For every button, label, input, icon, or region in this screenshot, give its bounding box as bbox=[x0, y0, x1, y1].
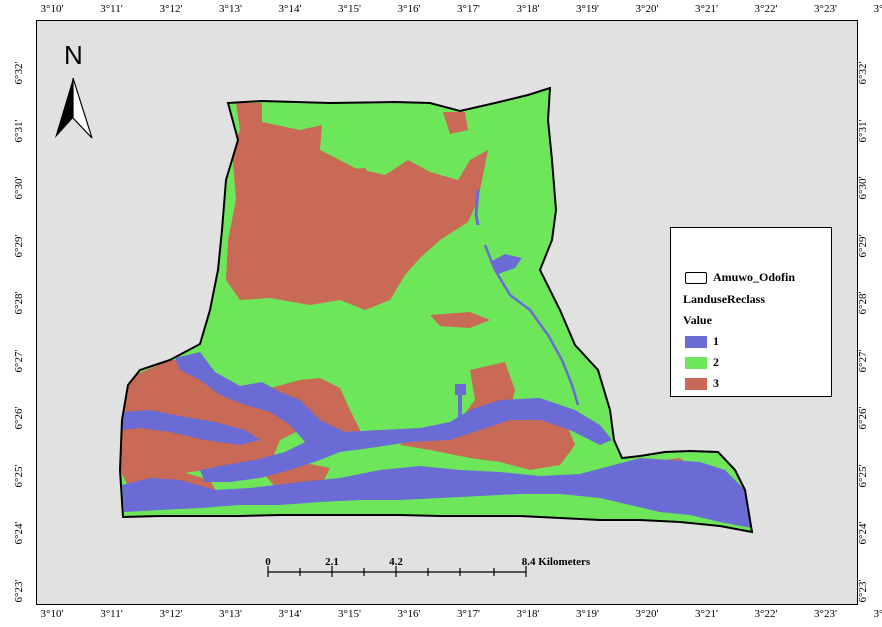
bottom-longitude-label: 3°12' bbox=[159, 608, 183, 620]
right-latitude-label: 6°28' bbox=[857, 291, 869, 315]
bottom-longitude-label: 3°22' bbox=[754, 608, 778, 620]
top-longitude-label: 3°23' bbox=[814, 3, 837, 15]
north-letter: N bbox=[64, 40, 83, 70]
scale-bar bbox=[267, 566, 527, 577]
left-latitude-label: 6°23' bbox=[13, 579, 25, 602]
top-longitude-label: 3°13' bbox=[219, 3, 242, 15]
scale-label-1: 2.1 bbox=[325, 556, 339, 568]
top-longitude-label: 3°11' bbox=[100, 3, 123, 15]
bottom-longitude-label: 3°15' bbox=[338, 608, 361, 620]
builtup-area-southwest bbox=[120, 360, 360, 490]
legend-layer-title: LanduseReclass bbox=[683, 292, 765, 307]
left-latitude-label: 6°26' bbox=[13, 406, 25, 430]
class-1-swatch bbox=[685, 335, 707, 348]
legend-class-1: 1 bbox=[685, 334, 719, 349]
creek-water bbox=[483, 244, 580, 406]
river-tributary bbox=[455, 384, 466, 420]
legend-boundary-label: Amuwo_Odofin bbox=[713, 270, 796, 284]
left-latitude-label: 6°25' bbox=[13, 464, 25, 487]
boundary-swatch bbox=[685, 271, 707, 284]
bottom-longitude-label: 3°16' bbox=[397, 608, 421, 620]
top-longitude-label: 3°14' bbox=[278, 3, 302, 15]
builtup-area-north-3 bbox=[443, 112, 468, 134]
bottom-longitude-label: 3°10' bbox=[40, 608, 64, 620]
legend-class-2: 2 bbox=[685, 355, 719, 370]
bottom-longitude-label: 3°21' bbox=[695, 608, 718, 620]
class-3-swatch bbox=[685, 377, 707, 390]
builtup-area-mid bbox=[430, 312, 490, 328]
legend-class-2-label: 2 bbox=[713, 355, 719, 369]
left-latitude-label: 6°32' bbox=[13, 61, 25, 85]
top-longitude-label: 3°12' bbox=[159, 3, 183, 15]
builtup-area-north bbox=[226, 103, 488, 310]
scale-label-3: 8.4 Kilometers bbox=[521, 556, 591, 568]
top-longitude-label: 3°16' bbox=[397, 3, 421, 15]
lagoon-channel-south bbox=[122, 458, 752, 528]
scale-label-2: 4.2 bbox=[389, 556, 403, 568]
bottom-longitude-label: 3°11' bbox=[100, 608, 123, 620]
bottom-longitude-label: 3°14' bbox=[278, 608, 302, 620]
legend-layer-title-text: LanduseReclass bbox=[683, 292, 766, 306]
top-longitude-label: 3°19' bbox=[576, 3, 599, 15]
left-latitude-label: 6°30' bbox=[13, 176, 25, 200]
top-longitude-label: 3°21' bbox=[695, 3, 718, 15]
class-2-swatch bbox=[685, 356, 707, 369]
right-latitude-label: 6°25' bbox=[857, 464, 869, 487]
left-latitude-label: 6°31' bbox=[13, 119, 25, 142]
top-longitude-label: 3°10' bbox=[40, 3, 64, 15]
right-latitude-label: 6°24' bbox=[857, 521, 869, 545]
top-longitude-label: 3°18' bbox=[516, 3, 540, 15]
bottom-longitude-label: 3°20' bbox=[635, 608, 659, 620]
right-latitude-label: 6°26' bbox=[857, 406, 869, 430]
legend-class-3: 3 bbox=[685, 376, 719, 391]
bottom-longitude-label: 3°18' bbox=[516, 608, 540, 620]
legend-boundary-row: Amuwo_Odofin bbox=[685, 270, 795, 285]
amuwo-odofin-boundary bbox=[118, 86, 754, 534]
legend: Amuwo_Odofin LanduseReclass Value 1 2 3 bbox=[670, 227, 832, 397]
right-latitude-label: 6°32' bbox=[857, 61, 869, 85]
left-latitude-label: 6°28' bbox=[13, 291, 25, 315]
right-latitude-label: 6°30' bbox=[857, 176, 869, 200]
top-longitude-label: 3°22' bbox=[754, 3, 778, 15]
right-latitude-label: 6°29' bbox=[857, 234, 869, 257]
left-latitude-label: 6°24' bbox=[13, 521, 25, 545]
right-latitude-label: 6°23' bbox=[857, 579, 869, 602]
bottom-longitude-label: 3°24' bbox=[873, 608, 882, 620]
scale-label-0: 0 bbox=[265, 556, 271, 568]
top-longitude-label: 3°15' bbox=[338, 3, 361, 15]
bottom-longitude-label: 3°23' bbox=[814, 608, 837, 620]
legend-class-3-label: 3 bbox=[713, 376, 719, 390]
north-arrow-icon bbox=[55, 77, 93, 139]
lagoon-channel-west bbox=[122, 410, 260, 445]
left-latitude-label: 6°29' bbox=[13, 234, 25, 257]
legend-value-title: Value bbox=[683, 313, 712, 328]
builtup-area-north-2 bbox=[340, 168, 378, 200]
bottom-longitude-label: 3°17' bbox=[457, 608, 480, 620]
legend-class-1-label: 1 bbox=[713, 334, 719, 348]
legend-value-title-text: Value bbox=[683, 313, 712, 327]
right-latitude-label: 6°31' bbox=[857, 119, 869, 142]
lagoon-channel-main bbox=[175, 352, 612, 482]
top-longitude-label: 3°20' bbox=[635, 3, 659, 15]
right-latitude-label: 6°27' bbox=[857, 349, 869, 372]
bottom-longitude-label: 3°19' bbox=[576, 608, 599, 620]
pond-water bbox=[490, 254, 522, 274]
creek-water-north bbox=[474, 189, 480, 226]
top-longitude-label: 3°17' bbox=[457, 3, 480, 15]
top-longitude-label: 3°24' bbox=[873, 3, 882, 15]
left-latitude-label: 6°27' bbox=[13, 349, 25, 372]
bottom-longitude-label: 3°13' bbox=[219, 608, 242, 620]
